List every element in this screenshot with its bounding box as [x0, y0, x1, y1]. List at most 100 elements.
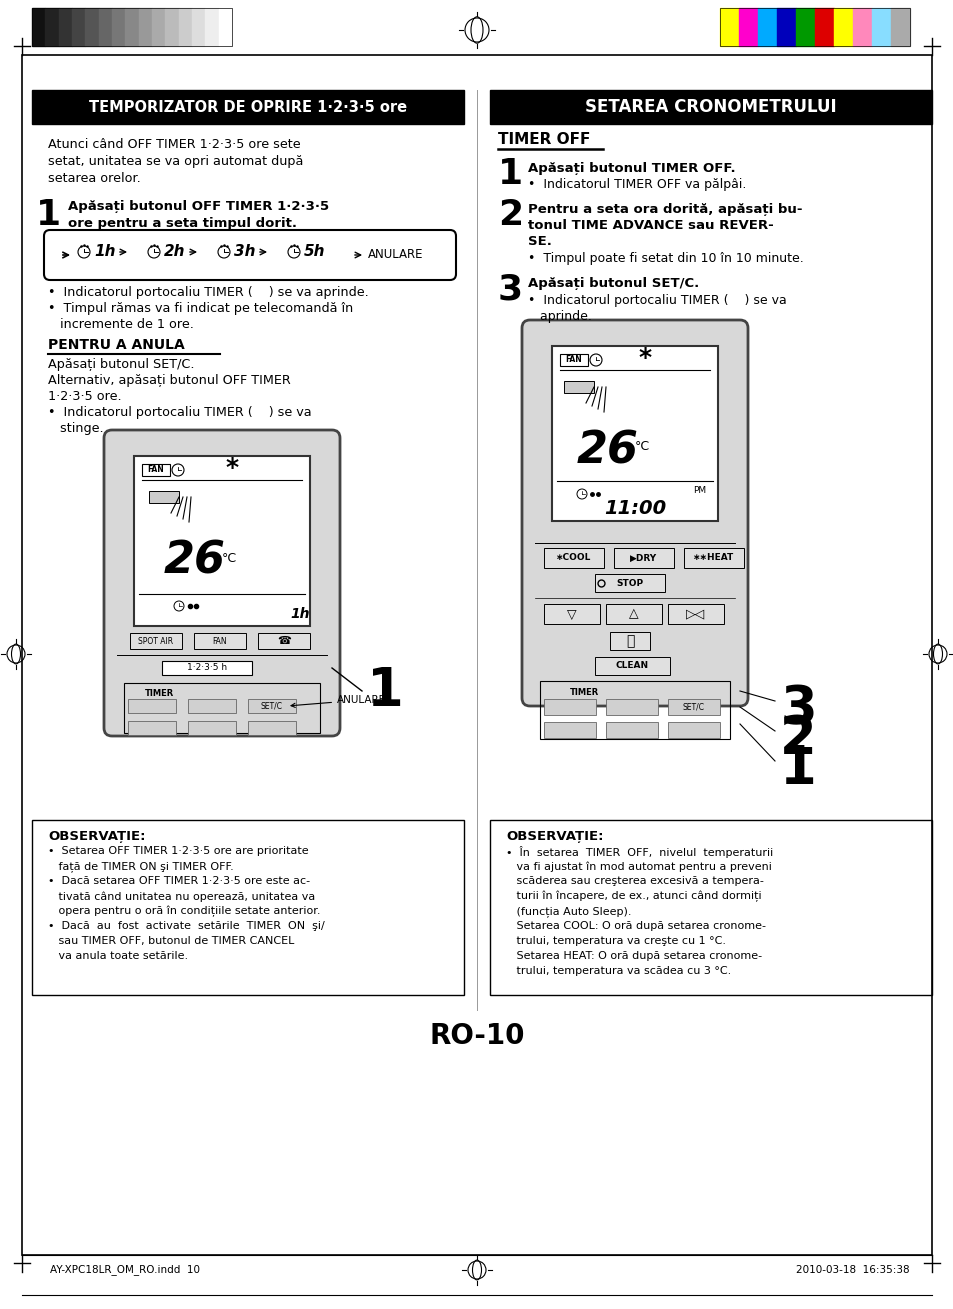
Text: setarea orelor.: setarea orelor.	[48, 171, 141, 185]
Bar	[178, 8, 192, 46]
FancyBboxPatch shape	[521, 319, 747, 706]
Text: 1·2·3·5 ore.: 1·2·3·5 ore.	[48, 390, 121, 403]
Bar	[188, 699, 235, 713]
Text: °C: °C	[222, 551, 237, 564]
Text: Setarea HEAT: O oră după setarea cronome-: Setarea HEAT: O oră după setarea cronome…	[505, 952, 761, 961]
Bar	[563, 381, 594, 393]
Text: ▷◁: ▷◁	[685, 607, 705, 620]
Text: trului, temperatura va scădea cu 3 °C.: trului, temperatura va scădea cu 3 °C.	[505, 966, 731, 977]
Text: •  Indicatorul portocaliu TIMER (    ) se va: • Indicatorul portocaliu TIMER ( ) se va	[48, 406, 312, 419]
Text: SPOT AIR: SPOT AIR	[138, 636, 173, 645]
Bar	[539, 681, 729, 740]
Bar	[559, 353, 587, 367]
Text: RO-10: RO-10	[429, 1022, 524, 1050]
Text: OBSERVAȚIE:: OBSERVAȚIE:	[48, 830, 146, 843]
Bar	[128, 721, 175, 734]
Bar	[112, 8, 125, 46]
Bar	[248, 699, 295, 713]
Text: •  Dacă  au  fost  activate  setările  TIMER  ON  şi/: • Dacă au fost activate setările TIMER O…	[48, 922, 324, 931]
Text: FAN: FAN	[565, 356, 581, 364]
Text: ▽: ▽	[567, 607, 577, 620]
Bar	[667, 723, 720, 738]
Text: setat, unitatea se va opri automat după: setat, unitatea se va opri automat după	[48, 154, 303, 168]
Bar	[162, 661, 252, 675]
Text: 2010-03-18  16:35:38: 2010-03-18 16:35:38	[796, 1264, 909, 1275]
Text: 2: 2	[780, 713, 816, 764]
Text: 3: 3	[780, 683, 816, 734]
Text: 1: 1	[497, 157, 522, 191]
Bar	[871, 8, 890, 46]
Text: 1: 1	[780, 744, 816, 795]
Text: Setarea COOL: O oră după setarea cronome-: Setarea COOL: O oră după setarea cronome…	[505, 922, 765, 931]
Bar	[683, 548, 743, 568]
Text: Ⓢ: Ⓢ	[625, 634, 634, 648]
Text: tonul TIME ADVANCE sau REVER-: tonul TIME ADVANCE sau REVER-	[527, 219, 773, 232]
Text: STOP: STOP	[616, 579, 643, 588]
Bar	[142, 463, 170, 476]
Text: *: *	[225, 456, 238, 480]
Text: ▶DRY: ▶DRY	[630, 554, 657, 563]
Bar	[98, 8, 112, 46]
Text: trului, temperatura va creşte cu 1 °C.: trului, temperatura va creşte cu 1 °C.	[505, 936, 725, 946]
Text: PENTRU A ANULA: PENTRU A ANULA	[48, 338, 185, 352]
Text: SET/C: SET/C	[682, 703, 704, 712]
Bar	[739, 8, 758, 46]
Bar	[130, 634, 182, 649]
Text: 5h: 5h	[304, 245, 325, 259]
Text: •  Dacă setarea OFF TIMER 1·2·3·5 ore este ac-: • Dacă setarea OFF TIMER 1·2·3·5 ore est…	[48, 876, 310, 886]
Bar	[133, 456, 310, 626]
Bar	[32, 8, 46, 46]
Bar	[720, 8, 739, 46]
Bar	[218, 8, 232, 46]
Bar	[124, 683, 319, 733]
Text: sau TIMER OFF, butonul de TIMER CANCEL: sau TIMER OFF, butonul de TIMER CANCEL	[48, 936, 294, 946]
Bar	[605, 603, 661, 624]
Text: 1: 1	[367, 665, 403, 717]
Text: 2: 2	[497, 198, 522, 232]
Text: (funcția Auto Sleep).: (funcția Auto Sleep).	[505, 906, 631, 916]
Bar	[165, 8, 178, 46]
Bar	[720, 8, 909, 46]
Text: *: *	[638, 346, 651, 370]
Text: incremente de 1 ore.: incremente de 1 ore.	[48, 318, 193, 331]
Bar	[149, 491, 179, 503]
Text: 1: 1	[36, 198, 61, 232]
Text: tivată când unitatea nu operează, unitatea va: tivată când unitatea nu operează, unitat…	[48, 891, 314, 902]
Bar	[776, 8, 795, 46]
Bar	[125, 8, 138, 46]
Bar	[152, 8, 165, 46]
Text: Apăsați butonul SET/C.: Apăsați butonul SET/C.	[527, 278, 699, 291]
Bar	[71, 8, 85, 46]
Bar	[543, 548, 603, 568]
Text: SETAREA CRONOMETRULUI: SETAREA CRONOMETRULUI	[584, 98, 836, 117]
Bar	[490, 819, 931, 995]
Text: 3h: 3h	[233, 245, 255, 259]
Bar	[605, 723, 658, 738]
Text: Pentru a seta ora dorită, apăsați bu-: Pentru a seta ora dorită, apăsați bu-	[527, 203, 801, 216]
Text: Alternativ, apăsați butonul OFF TIMER: Alternativ, apăsați butonul OFF TIMER	[48, 374, 291, 387]
Text: FAN: FAN	[148, 466, 164, 474]
Bar	[552, 346, 718, 521]
Bar	[138, 8, 152, 46]
Text: ANULARE: ANULARE	[368, 249, 423, 262]
Bar	[205, 8, 218, 46]
Text: °C: °C	[635, 440, 649, 453]
Text: 11:00: 11:00	[603, 500, 665, 518]
Bar	[192, 8, 205, 46]
Text: •  Setarea OFF TIMER 1·2·3·5 ore are prioritate: • Setarea OFF TIMER 1·2·3·5 ore are prio…	[48, 846, 309, 856]
Text: 1·2·3·5 h: 1·2·3·5 h	[187, 664, 227, 673]
Text: ∗∗HEAT: ∗∗HEAT	[693, 554, 734, 563]
Text: SET/C: SET/C	[261, 702, 283, 711]
Text: TIMER OFF: TIMER OFF	[497, 132, 590, 147]
Text: TEMPORIZATOR DE OPRIRE 1·2·3·5 ore: TEMPORIZATOR DE OPRIRE 1·2·3·5 ore	[89, 99, 407, 114]
Bar	[595, 575, 664, 592]
Text: 1h: 1h	[94, 245, 115, 259]
Bar	[667, 603, 723, 624]
Text: 26: 26	[164, 539, 226, 583]
Text: ANULARE: ANULARE	[291, 695, 386, 707]
Bar	[128, 699, 175, 713]
Text: Apăsați butonul OFF TIMER 1·2·3·5: Apăsați butonul OFF TIMER 1·2·3·5	[68, 200, 329, 213]
Text: turii în încapere, de ex., atunci când dormiți: turii în încapere, de ex., atunci când d…	[505, 891, 760, 902]
Bar	[193, 634, 246, 649]
Bar	[595, 657, 669, 675]
